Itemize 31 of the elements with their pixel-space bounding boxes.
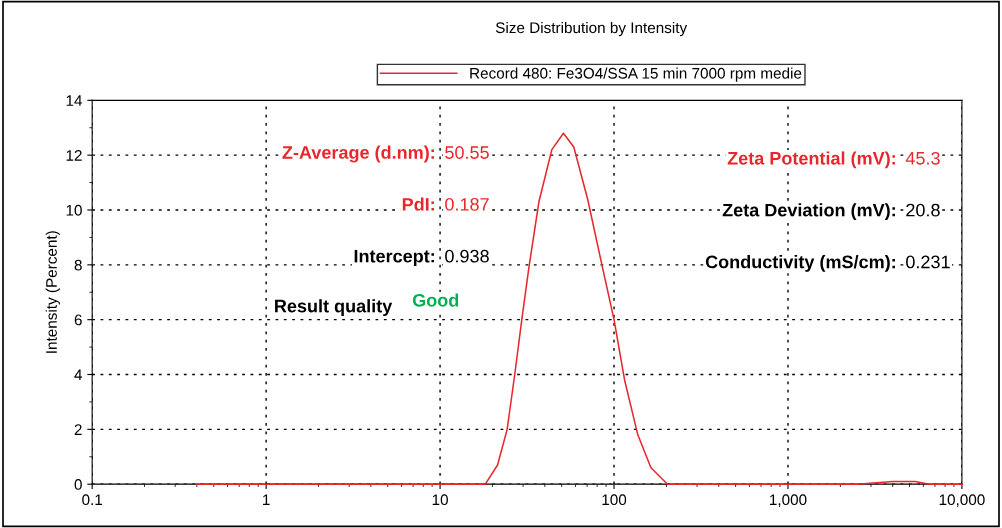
y-tick-label: 10: [66, 204, 82, 216]
y-tick-label: 4: [74, 369, 83, 381]
x-tick-label: 10,000: [939, 494, 985, 507]
legend-label: Record 480: Fe3O4/SSA 15 min 7000 rpm medie: [470, 67, 802, 82]
annotation: Zeta Deviation (mV):: [722, 203, 895, 221]
annotation: 0.187: [445, 197, 489, 211]
y-tick-label: 8: [74, 259, 82, 271]
annotation: Good: [412, 293, 459, 307]
y-tick-label: 0: [74, 479, 82, 490]
y-tick-label: 14: [66, 95, 83, 106]
x-tick-label: 1,000: [770, 494, 807, 507]
chart-title: Size Distribution by Intensity: [495, 21, 688, 37]
annotation: Conductivity (mS/cm):: [705, 255, 895, 272]
y-axis-title: Intensity (Percent): [45, 231, 60, 353]
annotation: 20.8: [906, 203, 940, 217]
annotation: 45.3: [905, 151, 940, 165]
annotation: 0.938: [445, 249, 489, 263]
annotation: Zeta Potential (mV):: [727, 151, 895, 169]
annotation: PdI:: [402, 197, 434, 211]
annotation: Z-Average (d.nm):: [282, 145, 434, 163]
y-tick-label: 2: [74, 424, 82, 435]
y-tick-label: 12: [66, 150, 82, 161]
annotation: Result quality: [275, 299, 393, 317]
annotation: Intercept:: [354, 249, 434, 267]
y-tick-label: 6: [74, 314, 82, 326]
x-tick-label: 100: [602, 494, 627, 506]
x-tick-label: 1: [263, 494, 270, 505]
x-tick-label: 10: [432, 494, 448, 506]
annotation: 0.231: [906, 255, 950, 269]
annotation: 50.55: [445, 146, 489, 159]
x-tick-label: 0.1: [82, 494, 103, 506]
